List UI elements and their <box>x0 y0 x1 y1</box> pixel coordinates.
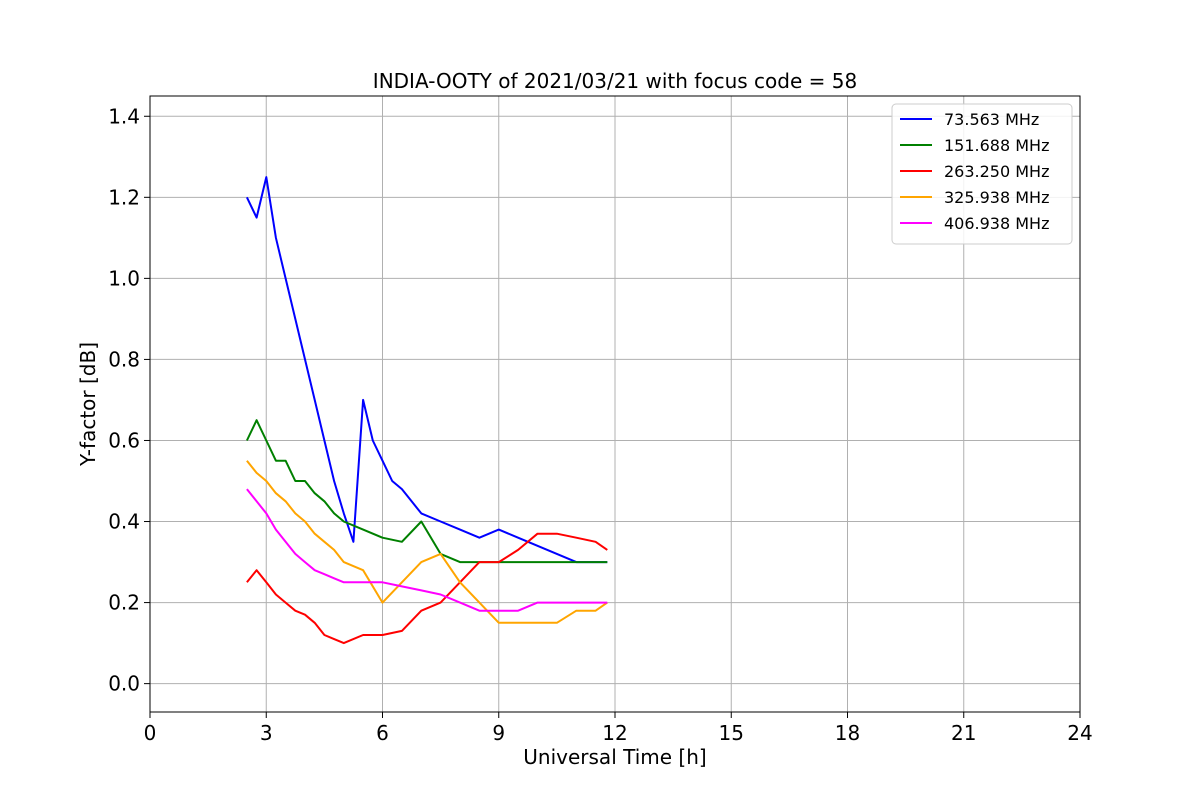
series-line-3 <box>246 460 608 624</box>
y-tick-label: 0.4 <box>108 510 140 534</box>
chart-title: INDIA-OOTY of 2021/03/21 with focus code… <box>373 69 857 93</box>
x-tick-label: 21 <box>951 721 976 745</box>
x-tick-label: 6 <box>376 721 389 745</box>
y-tick-label: 0.6 <box>108 428 140 452</box>
y-tick-label: 0.8 <box>108 347 140 371</box>
x-tick-label: 12 <box>602 721 627 745</box>
legend: 73.563 MHz 151.688 MHz 263.250 MHz 325.938 … <box>891 103 1073 245</box>
x-axis-ticks: 0 3 6 9 12 15 18 21 24 <box>144 712 1093 745</box>
x-tick-label: 3 <box>260 721 273 745</box>
y-axis-label: Y-factor [dB] <box>76 342 100 467</box>
y-tick-label: 1.0 <box>108 266 140 290</box>
x-tick-label: 24 <box>1067 721 1092 745</box>
legend-entry: 151.688 MHz <box>944 136 1049 155</box>
legend-box <box>891 103 1073 245</box>
series-layer <box>245 176 608 645</box>
legend-entry: 263.250 MHz <box>944 162 1049 181</box>
legend-entry: 73.563 MHz <box>944 110 1039 129</box>
x-tick-label: 15 <box>719 721 744 745</box>
legend-entry: 406.938 MHz <box>944 214 1049 233</box>
x-tick-label: 9 <box>492 721 505 745</box>
series-line-1 <box>245 419 608 564</box>
legend-entry: 325.938 MHz <box>944 188 1049 207</box>
x-tick-label: 18 <box>835 721 860 745</box>
x-axis-label: Universal Time [h] <box>523 745 706 769</box>
y-axis-ticks: 0.0 0.2 0.4 0.6 0.8 1.0 1.2 1.4 <box>108 104 150 696</box>
series-line-2 <box>246 532 608 645</box>
series-line-4 <box>246 488 608 612</box>
series-line-0 <box>245 176 608 564</box>
y-tick-label: 0.0 <box>108 672 140 696</box>
y-tick-label: 1.2 <box>108 185 140 209</box>
x-tick-label: 0 <box>144 721 157 745</box>
y-tick-label: 1.4 <box>108 104 140 128</box>
y-tick-label: 0.2 <box>108 591 140 615</box>
